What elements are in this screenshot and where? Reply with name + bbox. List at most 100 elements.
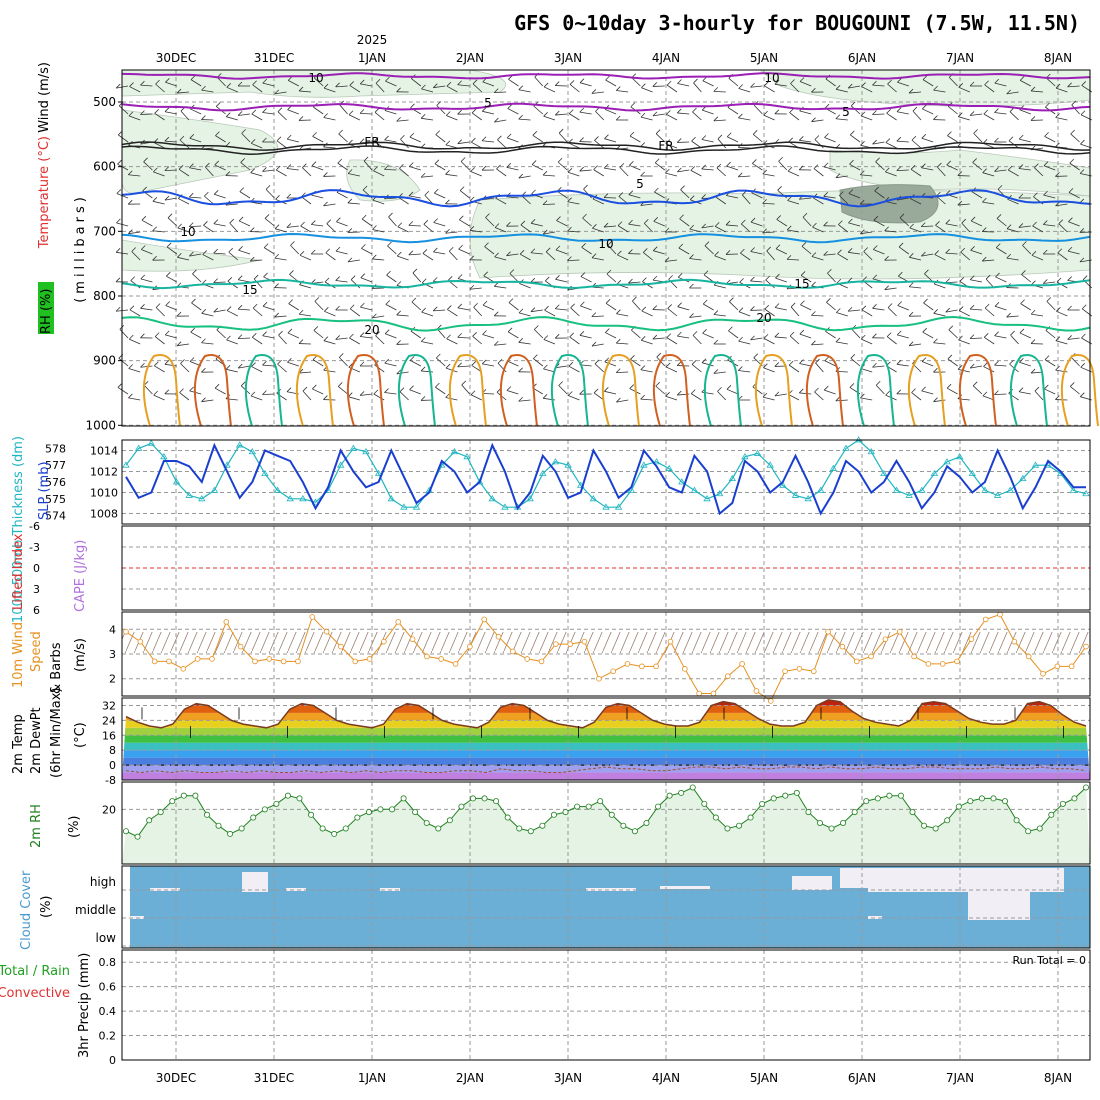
rh2m-marker: [678, 789, 685, 796]
wind10-marker: [538, 658, 545, 665]
wind-barb-flag: [249, 227, 255, 232]
wind-barb: [960, 251, 971, 261]
contour-label: 5: [636, 177, 644, 191]
wind-barb-flag: [542, 394, 548, 399]
wind10-marker: [724, 673, 731, 680]
wind-barb-flag: [1079, 169, 1085, 174]
wind-barb-flag: [580, 301, 585, 307]
wind-barb: [750, 221, 763, 227]
rh2m-marker: [574, 803, 581, 810]
wind-barb: [653, 220, 665, 227]
wind-barb-flag: [680, 185, 685, 190]
wind-barb: [835, 175, 848, 179]
wind-barb: [530, 309, 543, 313]
wind-barb-flag: [240, 381, 246, 387]
wind-barb: [628, 223, 641, 227]
wind10-marker: [553, 641, 559, 647]
wind-barb-flag: [399, 164, 404, 169]
rh2m-marker: [400, 795, 407, 802]
wind-barb-flag: [789, 108, 794, 113]
rh2m-marker: [539, 822, 546, 829]
slp-axis-label: SLP (mb): [37, 461, 52, 520]
wind-barb: [933, 342, 946, 345]
cloud-clear-block: [868, 916, 882, 919]
wind-barb-flag: [128, 111, 134, 117]
wind-barb: [533, 105, 544, 115]
wind-barb: [1010, 334, 1019, 345]
wind-barb: [640, 116, 653, 121]
wind-barb-flag: [484, 242, 489, 247]
wind-barb-flag: [884, 255, 889, 261]
wind-barb: [277, 363, 287, 373]
wind-barb-flag: [347, 257, 353, 263]
near-surface-contour: [397, 354, 436, 427]
wind-barb: [128, 231, 141, 235]
thickness-marker: [867, 447, 875, 455]
wind-barb-flag: [872, 80, 877, 86]
wind-barb: [1034, 390, 1044, 401]
wind-barb-flag: [1068, 217, 1073, 222]
wind-barb: [396, 371, 409, 375]
thickness-marker: [829, 464, 838, 471]
wind-barb: [946, 164, 958, 171]
wind-barb-flag: [740, 248, 745, 254]
contour-label: FR: [364, 135, 379, 149]
wind-barb-flag: [506, 251, 511, 256]
wind-barb-flag: [677, 331, 682, 337]
thickness-marker: [349, 444, 358, 451]
wind-barb: [118, 357, 129, 367]
wind10-marker: [653, 663, 659, 670]
wind-barb: [972, 162, 983, 171]
wind-barb-flag: [961, 218, 967, 224]
rh2m-marker: [238, 825, 245, 832]
wind-barb: [128, 368, 141, 373]
wind-barb-flag: [166, 242, 172, 248]
wind-barb-flag: [763, 363, 768, 368]
thickness-marker: [741, 453, 749, 460]
near-surface-contour: [958, 354, 997, 427]
wind-barb-flag: [374, 108, 380, 113]
wind-barb-flag: [542, 200, 548, 205]
wind-barb-flag: [396, 116, 401, 122]
wind-barb: [996, 247, 1007, 255]
wind-barb-flag: [485, 213, 490, 218]
rh-region: [469, 190, 1091, 280]
wind-barb: [799, 392, 812, 395]
wind-barb-flag: [911, 135, 917, 141]
wind-barb-flag: [896, 330, 902, 336]
wind-barb: [336, 221, 348, 227]
rh2m-marker: [203, 811, 210, 818]
wind10-marker: [194, 656, 201, 662]
wind-barb: [741, 223, 751, 233]
wind-barb: [595, 111, 605, 121]
wind-barb: [201, 312, 214, 317]
wind-barb-flag: [554, 304, 560, 310]
wind-barb: [411, 78, 422, 87]
wind-barb-flag: [591, 89, 597, 94]
wind-barb: [410, 330, 422, 339]
wind-barb: [800, 304, 812, 311]
wind-axis-label: Wind (m/s): [37, 62, 52, 133]
wind10-marker: [682, 666, 688, 672]
wind-barb-flag: [994, 390, 999, 395]
wind-barb: [836, 312, 848, 317]
thickness-marker: [1069, 486, 1078, 493]
wind-barb: [1031, 254, 1044, 261]
date-label-top: 30DEC: [156, 51, 196, 65]
wind-barb: [1019, 332, 1031, 339]
wind-barb: [835, 341, 848, 345]
cloud-label: Cloud Cover: [19, 870, 34, 950]
thickness-marker: [602, 503, 610, 510]
wind-barb: [178, 168, 190, 177]
wind-barb: [972, 385, 983, 395]
wind-barb-flag: [226, 83, 232, 88]
wind-barb: [909, 256, 922, 261]
wind-barb-flag: [252, 303, 258, 309]
wind10-marker: [997, 611, 1003, 618]
wind-barb-flag: [432, 277, 438, 282]
wind10-label-b: Speed: [29, 631, 44, 672]
wind-barb-flag: [567, 197, 572, 202]
thickness-marker: [450, 447, 459, 455]
wind-barb-flag: [152, 226, 157, 232]
